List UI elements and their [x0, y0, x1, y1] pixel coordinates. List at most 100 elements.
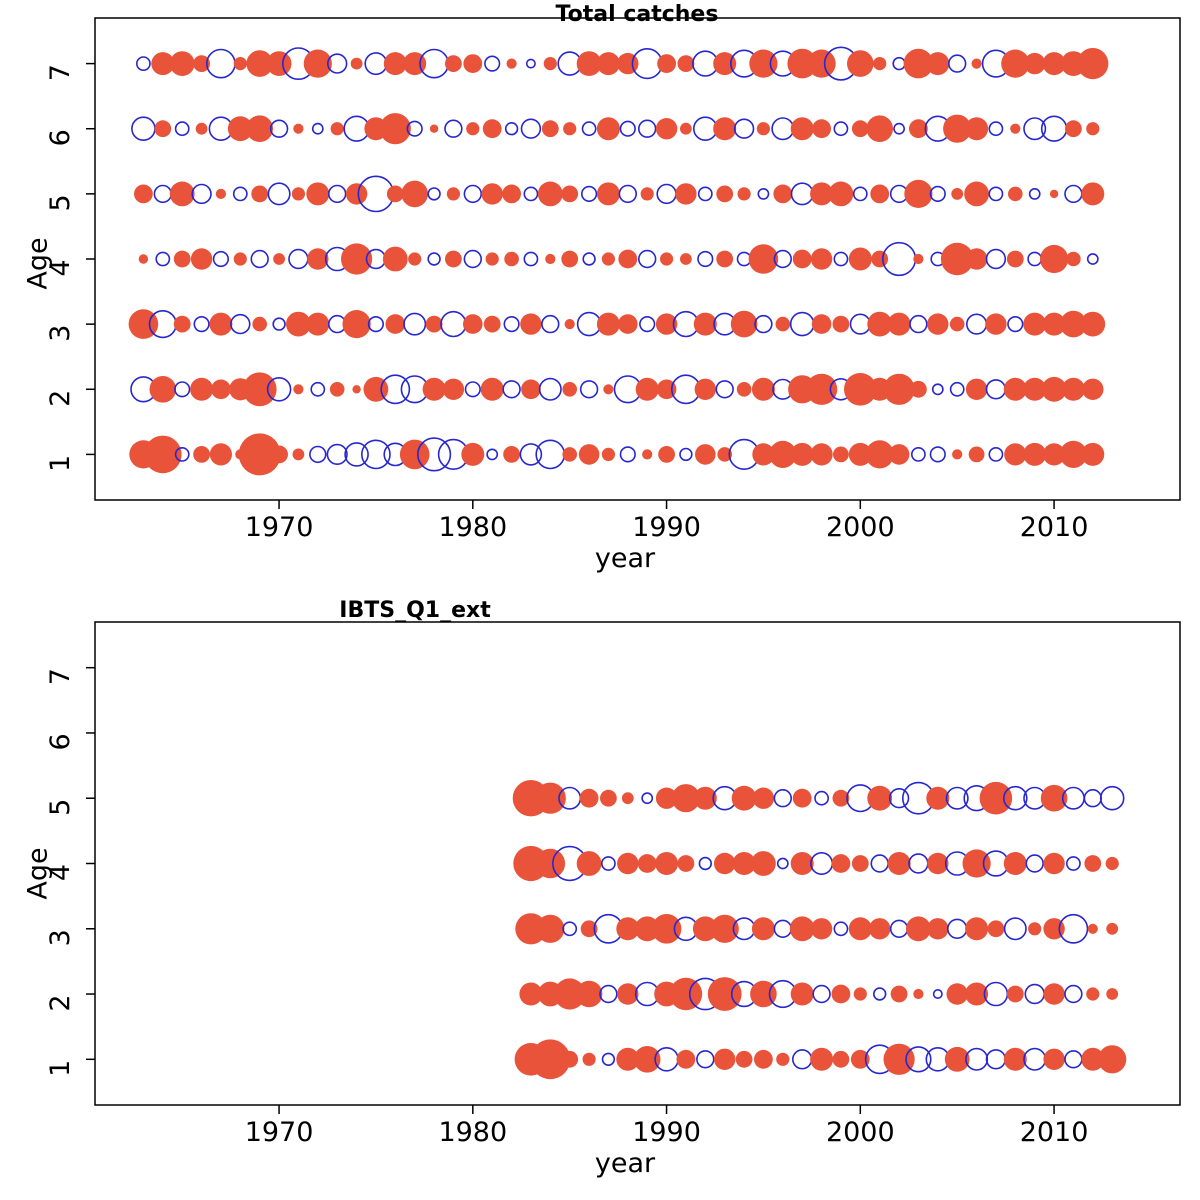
residual-bubble — [1049, 189, 1059, 199]
residual-bubble — [538, 377, 562, 401]
residual-bubble — [600, 789, 617, 807]
residual-bubble — [832, 789, 850, 807]
residual-bubble — [806, 373, 838, 405]
residual-bubble — [833, 921, 849, 937]
residual-bubble — [286, 311, 311, 337]
residual-bubble — [641, 792, 654, 805]
y-tick-label: 2 — [45, 994, 76, 1011]
y-tick-label: 4 — [45, 864, 76, 881]
residual-bubble — [810, 1047, 834, 1071]
residual-bubble — [736, 382, 752, 397]
residual-bubble — [790, 182, 814, 206]
residual-bubble — [266, 376, 292, 402]
residual-bubble — [1023, 312, 1047, 336]
residual-bubble — [655, 787, 678, 809]
residual-bubble — [947, 54, 967, 73]
residual-bubble — [535, 848, 566, 879]
x-tick-label: 1990 — [632, 1117, 701, 1148]
residual-bubble — [949, 381, 965, 397]
residual-bubble — [1023, 117, 1047, 141]
residual-bubble — [932, 988, 943, 999]
residual-bubble — [883, 1043, 915, 1075]
y-tick-label: 2 — [45, 390, 76, 407]
residual-bubble — [190, 248, 213, 270]
residual-bubble — [812, 984, 831, 1004]
residual-bubble — [657, 54, 676, 73]
residual-bubble — [1080, 311, 1106, 337]
residual-bubble — [677, 855, 695, 872]
residual-bubble — [399, 439, 430, 470]
residual-bubble — [1106, 988, 1119, 1000]
residual-bubble — [810, 248, 833, 270]
y-tick-label: 5 — [45, 194, 76, 211]
residual-bubble — [852, 186, 868, 202]
residual-bubble — [440, 310, 467, 338]
residual-bubble — [582, 252, 596, 266]
residual-bubble — [790, 442, 814, 466]
residual-bubble — [909, 119, 928, 139]
residual-bubble — [173, 250, 191, 268]
residual-bubble — [872, 987, 887, 1001]
residual-bubble — [270, 445, 288, 464]
residual-bubble — [716, 185, 734, 203]
residual-bubble — [965, 917, 989, 941]
residual-bubble — [327, 53, 348, 74]
residual-bubble — [151, 52, 175, 76]
residual-bubble — [502, 184, 521, 204]
residual-bubble — [717, 447, 732, 462]
residual-bubble — [329, 382, 345, 397]
residual-bubble — [230, 313, 251, 335]
residual-bubble — [1087, 923, 1098, 934]
residual-bubble — [193, 446, 211, 463]
residual-bubble — [1008, 186, 1023, 202]
residual-bubble — [563, 122, 577, 136]
residual-bubble — [601, 252, 616, 266]
residual-bubble — [713, 117, 737, 141]
residual-bubble — [446, 187, 460, 201]
residual-bubble — [909, 314, 928, 334]
residual-bubble — [561, 1050, 579, 1068]
residual-bubble — [617, 983, 639, 1005]
y-tick-label: 6 — [45, 129, 76, 146]
residual-bubble — [1065, 120, 1082, 138]
chart-title-total-catches: Total catches — [555, 2, 719, 27]
residual-bubble — [1043, 1048, 1065, 1071]
residual-bubble — [292, 448, 305, 461]
x-axis-label-top: year — [594, 543, 656, 574]
x-tick-label: 2010 — [1020, 512, 1089, 543]
residual-bubble — [889, 919, 909, 938]
residual-bubble — [642, 449, 653, 460]
residual-bubble — [790, 117, 814, 141]
residual-bubble — [616, 1047, 640, 1071]
residual-bubble — [1004, 443, 1027, 466]
residual-bubble — [810, 182, 834, 206]
residual-bubble — [790, 852, 814, 875]
residual-bubble — [134, 184, 153, 204]
residual-bubble — [985, 313, 1007, 335]
residual-bubble — [871, 250, 889, 268]
residual-bubble — [680, 253, 692, 265]
residual-bubble — [442, 378, 465, 400]
residual-bubble — [929, 446, 946, 463]
residual-bubble — [1058, 913, 1089, 944]
residual-bubble — [521, 379, 541, 400]
residual-bubble — [693, 786, 717, 810]
residual-bubble — [575, 980, 603, 1008]
residual-bubble — [931, 383, 944, 396]
residual-bubble — [601, 447, 616, 461]
residual-bubble — [543, 57, 557, 71]
y-tick-label: 1 — [45, 455, 76, 472]
residual-bubble — [633, 1046, 661, 1073]
residual-bubble — [463, 314, 483, 334]
residual-bubble — [893, 122, 905, 135]
residual-bubble — [246, 115, 273, 142]
residual-bubble — [792, 788, 812, 808]
residual-bubble — [1064, 984, 1083, 1004]
residual-bubble — [250, 249, 269, 269]
residual-bubble — [873, 57, 887, 71]
residual-bubble — [775, 316, 791, 332]
residual-bubble — [621, 792, 634, 805]
residual-bubble — [401, 180, 429, 208]
residual-bubble — [382, 246, 408, 272]
